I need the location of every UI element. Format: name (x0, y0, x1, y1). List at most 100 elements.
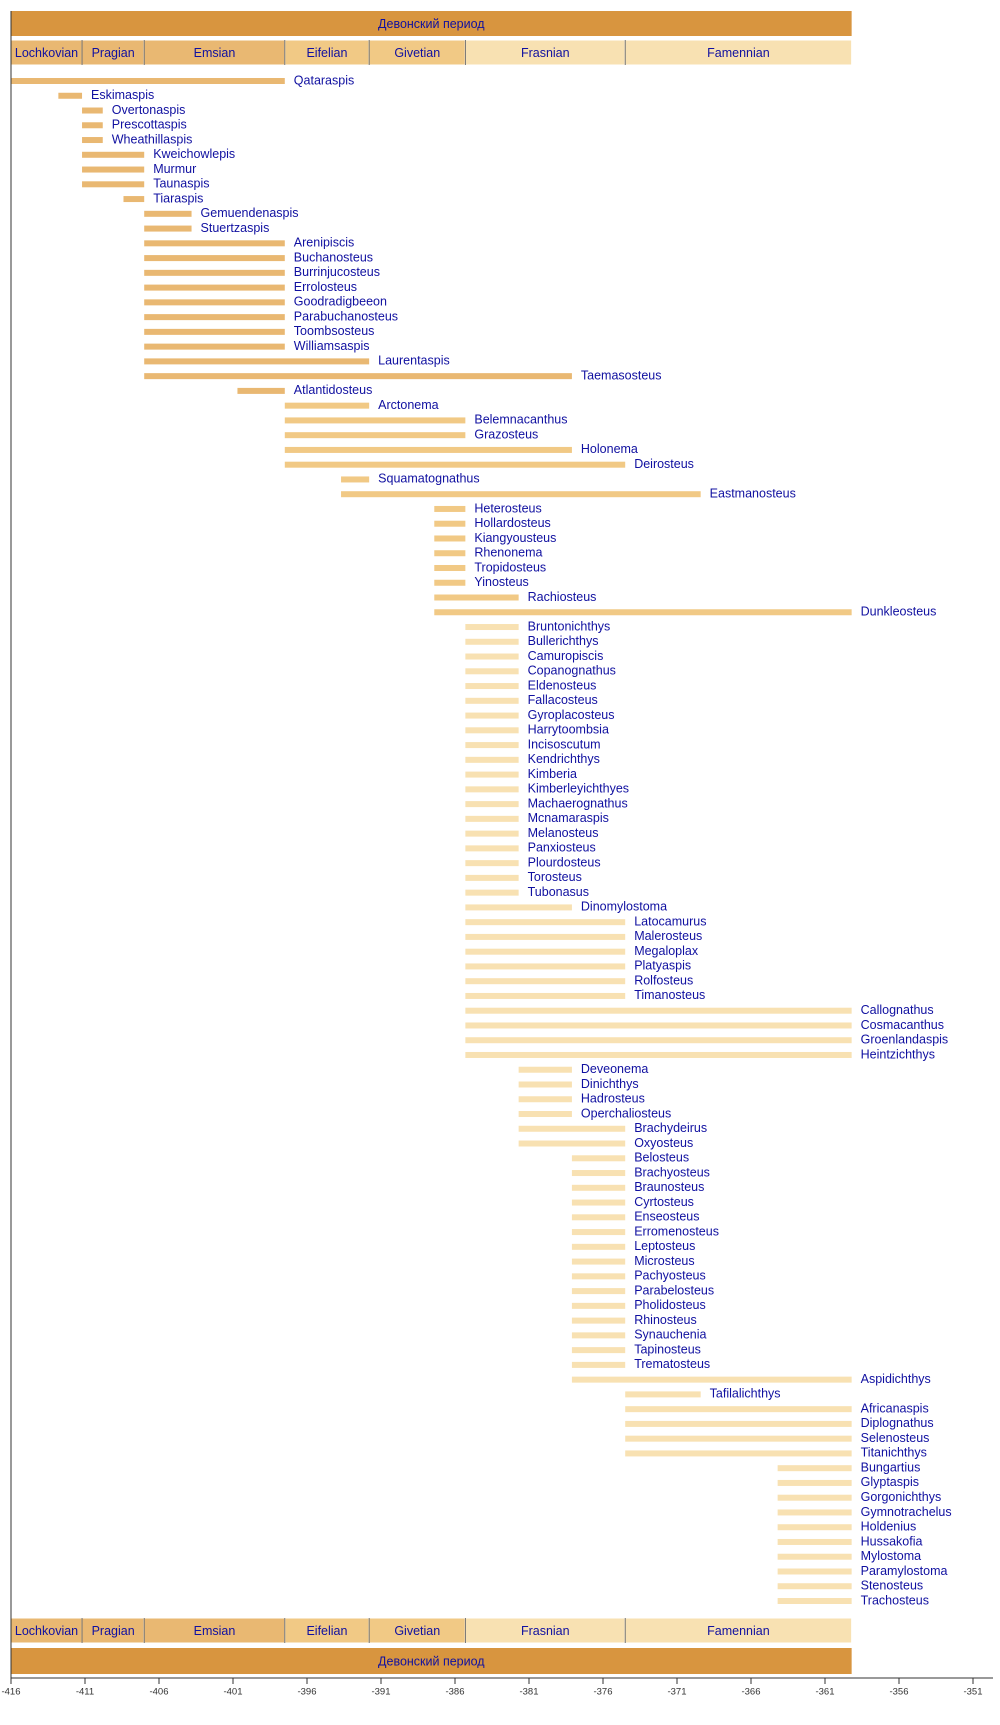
range-bar (777, 1509, 852, 1516)
range-bar (465, 697, 519, 704)
range-bar (777, 1465, 852, 1472)
taxon-label: Eldenosteus (528, 678, 597, 692)
taxon-label: Selenosteus (861, 1431, 930, 1445)
x-tick-label: -381 (519, 1687, 538, 1698)
taxon-label: Panxiosteus (528, 841, 596, 855)
taxon-label: Enseosteus (634, 1210, 699, 1224)
range-bar (434, 594, 519, 601)
taxon-label: Stuertzaspis (201, 221, 270, 235)
taxon-label: Torosteus (528, 870, 582, 884)
range-bar (144, 314, 285, 321)
taxon-label: Hadrosteus (581, 1092, 645, 1106)
period-label: Девонский период (378, 1654, 485, 1668)
range-bar (341, 476, 370, 483)
taxon-label: Paramylostoma (861, 1564, 948, 1578)
taxon-label: Burrinjucosteus (294, 265, 380, 279)
range-bar (144, 210, 192, 217)
range-bar (571, 1376, 852, 1383)
range-bar (625, 1450, 852, 1457)
range-bar (465, 815, 519, 822)
stage-label: Eifelian (306, 46, 347, 60)
range-bar (777, 1538, 852, 1545)
stage-label: Givetian (394, 46, 440, 60)
taxon-label: Heintzichthys (861, 1047, 935, 1061)
taxon-label: Glyptaspis (861, 1475, 919, 1489)
range-bar (465, 1037, 852, 1044)
x-tick-label: -411 (76, 1687, 94, 1698)
taxon-label: Tafilalichthys (710, 1387, 781, 1401)
taxon-label: Dunkleosteus (861, 605, 937, 619)
range-bar (571, 1258, 626, 1265)
range-bar (284, 446, 572, 453)
taxon-label: Africanaspis (861, 1401, 929, 1415)
range-bar (465, 874, 519, 881)
range-bar (284, 432, 466, 439)
x-tick-label: -386 (445, 1687, 464, 1698)
range-bar (237, 387, 285, 394)
stage-band (464, 1617, 626, 1644)
taxon-label: Yinosteus (474, 575, 528, 589)
range-bar (777, 1598, 852, 1604)
taxon-label: Kimberleyichthyes (528, 782, 629, 796)
range-bar (625, 1420, 852, 1427)
range-bar (465, 624, 519, 631)
range-bar (341, 491, 701, 498)
stage-label: Famennian (707, 46, 770, 60)
stage-band (10, 39, 83, 66)
taxon-label: Dinomylostoma (581, 900, 667, 914)
taxon-label: Buchanosteus (294, 250, 373, 264)
taxon-label: Kendrichthys (528, 752, 600, 766)
range-bar (434, 520, 466, 527)
range-bar (465, 845, 519, 852)
x-tick-label: -351 (963, 1687, 982, 1698)
range-bar (625, 1435, 852, 1442)
taxon-label: Taunaspis (153, 177, 209, 191)
range-bar (434, 550, 466, 557)
x-tick-label: -376 (593, 1687, 612, 1698)
range-bar (625, 1391, 701, 1398)
range-bar (777, 1479, 852, 1486)
range-bar (144, 328, 285, 335)
taxon-label: Overtonaspis (112, 103, 186, 117)
taxon-label: Brachydeirus (634, 1121, 707, 1135)
range-bar (571, 1317, 626, 1324)
taxon-label: Harrytoombsia (528, 723, 609, 737)
range-bar (465, 727, 519, 734)
x-tick-label: -371 (667, 1687, 686, 1698)
taxon-label: Mylostoma (861, 1549, 921, 1563)
taxon-label: Braunosteus (634, 1180, 704, 1194)
range-bar (777, 1568, 852, 1575)
taxon-label: Callognathus (861, 1003, 934, 1017)
period-band (11, 1648, 852, 1674)
taxon-label: Mcnamaraspis (528, 811, 609, 825)
range-bar (571, 1288, 626, 1295)
taxon-label: Stenosteus (861, 1579, 924, 1593)
taxon-label: Laurentaspis (378, 354, 450, 368)
range-bar (465, 1022, 852, 1029)
range-bar (144, 373, 572, 380)
x-tick-label: -406 (149, 1687, 168, 1698)
taxon-label: Belemnacanthus (474, 413, 567, 427)
taxon-label: Diplognathus (861, 1416, 934, 1430)
range-bar (465, 904, 572, 911)
taxon-label: Hussakofia (861, 1534, 923, 1548)
range-bar (465, 801, 519, 808)
taxon-label: Incisoscutum (528, 737, 601, 751)
stage-label: Pragian (92, 1624, 135, 1638)
taxon-label: Bungartius (861, 1460, 921, 1474)
taxon-label: Aspidichthys (861, 1372, 931, 1386)
taxon-label: Platyaspis (634, 959, 691, 973)
taxon-label: Pholidosteus (634, 1298, 706, 1312)
range-bar (571, 1214, 626, 1221)
taxon-label: Bullerichthys (528, 634, 599, 648)
x-tick-label: -391 (371, 1687, 390, 1698)
taxon-label: Parabuchanosteus (294, 309, 398, 323)
range-bar (58, 92, 83, 99)
range-bar (284, 461, 626, 468)
stage-band (624, 1617, 853, 1644)
taxon-label: Pachyosteus (634, 1269, 706, 1283)
taxon-label: Leptosteus (634, 1239, 695, 1253)
range-bar (434, 535, 466, 542)
range-bar (571, 1302, 626, 1309)
taxon-label: Hollardosteus (474, 516, 550, 530)
